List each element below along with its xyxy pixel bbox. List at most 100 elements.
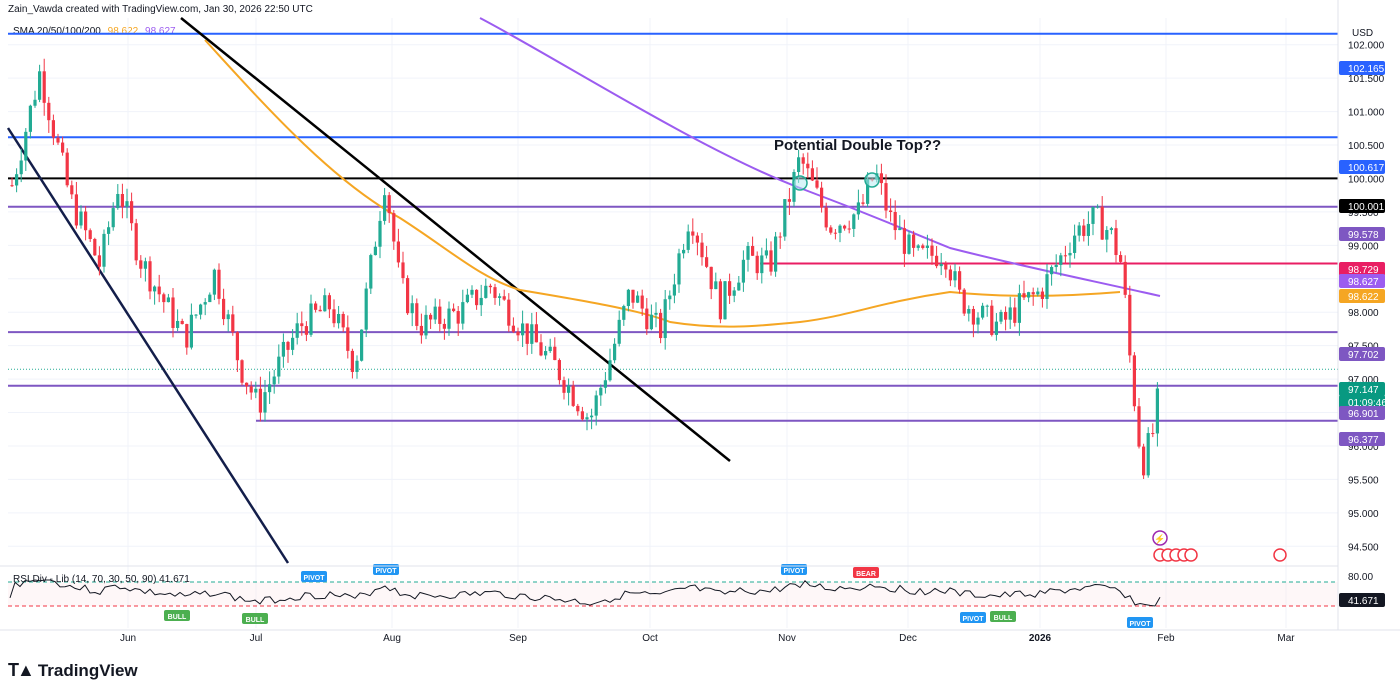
- sma-legend[interactable]: SMA 20/50/100/200 98.622 98.627: [13, 26, 180, 37]
- candle-body: [902, 228, 906, 254]
- price-tick-label: 96.000: [1348, 442, 1379, 453]
- candle-body: [249, 386, 253, 393]
- candle-body: [544, 351, 548, 356]
- candle-body: [889, 210, 893, 212]
- candle-body: [1040, 291, 1044, 299]
- candle-body: [15, 174, 19, 186]
- candle-body: [654, 312, 658, 315]
- price-label-badge: [1339, 347, 1385, 361]
- candle-body: [617, 319, 621, 344]
- candle-body: [695, 235, 699, 243]
- candle-body: [778, 236, 782, 238]
- candle-body: [815, 180, 819, 188]
- candle-body: [107, 227, 111, 234]
- candle-body: [820, 187, 824, 208]
- candle-body: [649, 314, 653, 330]
- candle-body: [1119, 255, 1123, 262]
- candle-body: [553, 346, 557, 361]
- time-tick-label: Jul: [250, 633, 263, 644]
- candle-body: [774, 236, 778, 272]
- candle-body: [829, 227, 833, 233]
- lightning-glyph-icon: ⚡: [1154, 533, 1165, 545]
- axes: 102.000 101.500 101.000 100.500 100.000 99.50…: [0, 0, 1400, 644]
- candle-body: [1004, 311, 1008, 320]
- candle-body: [856, 202, 860, 215]
- candle-body: [1077, 225, 1081, 236]
- rsi-signal-badge: [242, 613, 268, 624]
- tradingview-logo[interactable]: T▲ TradingView: [8, 660, 138, 681]
- candle-body: [700, 242, 704, 258]
- rsi-pane: RSI Div - Lib (14, 70, 30, 50, 90) 41.67…: [8, 564, 1385, 628]
- candle-body: [833, 232, 837, 234]
- price-label-text: 100.001: [1348, 202, 1385, 213]
- candle-body: [332, 309, 336, 324]
- price-label-badge: [1339, 227, 1385, 241]
- candle-body: [42, 71, 46, 103]
- candle-body: [663, 299, 667, 339]
- rsi-signal-text: BULL: [246, 617, 265, 624]
- price-label-text: 97.702: [1348, 350, 1379, 361]
- candle-body: [419, 325, 423, 336]
- price-tick-label: 99.500: [1348, 208, 1379, 219]
- candle-body: [470, 289, 474, 295]
- price-label-text: 96.901: [1348, 409, 1379, 420]
- candle-body: [530, 324, 534, 344]
- candle-body: [148, 261, 152, 292]
- candle-body: [912, 234, 916, 248]
- candle-body: [1073, 235, 1077, 253]
- candle-body: [1151, 433, 1155, 435]
- price-tick-label: 102.000: [1348, 41, 1385, 52]
- currency-label[interactable]: USD: [1352, 28, 1374, 39]
- candle-body: [1114, 228, 1118, 256]
- double-top-annotation: Potential Double Top??: [774, 137, 941, 154]
- time-tick-label: Mar: [1277, 633, 1295, 644]
- candle-body: [438, 306, 442, 324]
- candle-body: [130, 201, 134, 224]
- candle-body: [346, 327, 350, 351]
- trendline-descending-navy: [6, 127, 290, 564]
- candle-body: [879, 173, 883, 184]
- candle-body: [539, 342, 543, 356]
- rsi-value-badge: [1339, 593, 1385, 607]
- candle-body: [1146, 433, 1150, 476]
- candle-body: [672, 284, 676, 296]
- candle-body: [1100, 206, 1104, 240]
- candle-body: [746, 246, 750, 260]
- price-label-badge: [1339, 61, 1385, 75]
- candle-body: [461, 302, 465, 324]
- candle-body: [1142, 446, 1146, 476]
- candle-body: [516, 331, 520, 336]
- candle-body: [212, 269, 216, 295]
- price-label-badge: [1339, 274, 1385, 288]
- rsi-signal-text: BULL: [168, 614, 187, 621]
- candle-body: [176, 320, 180, 328]
- candle-body: [884, 183, 888, 211]
- candle-body: [410, 303, 414, 314]
- candle-body: [1086, 223, 1090, 236]
- candle-body: [208, 294, 212, 303]
- price-tick-label: 94.500: [1348, 542, 1379, 553]
- price-tick-label: 97.000: [1348, 375, 1379, 386]
- candle-body: [599, 387, 603, 396]
- candle-body: [93, 238, 97, 256]
- candle-body: [608, 360, 612, 381]
- candle-body: [341, 313, 345, 328]
- double-top-marker-1: [792, 175, 808, 191]
- time-tick-label: Feb: [1157, 633, 1175, 644]
- candle-body: [511, 325, 515, 332]
- candle-body: [268, 384, 272, 393]
- candle-body: [916, 245, 920, 248]
- candle-body: [622, 306, 626, 320]
- candle-body: [134, 223, 138, 261]
- candle-body: [682, 249, 686, 254]
- rsi-signal-badge: [164, 610, 190, 621]
- rsi-value-text: 41.671: [1348, 596, 1379, 607]
- candle-body: [139, 260, 143, 269]
- candle-body: [51, 120, 55, 138]
- candle-body: [866, 179, 870, 204]
- price-label-text: 98.627: [1348, 277, 1379, 288]
- candle-body: [24, 131, 28, 161]
- candle-body: [387, 195, 391, 214]
- candle-body: [383, 195, 387, 221]
